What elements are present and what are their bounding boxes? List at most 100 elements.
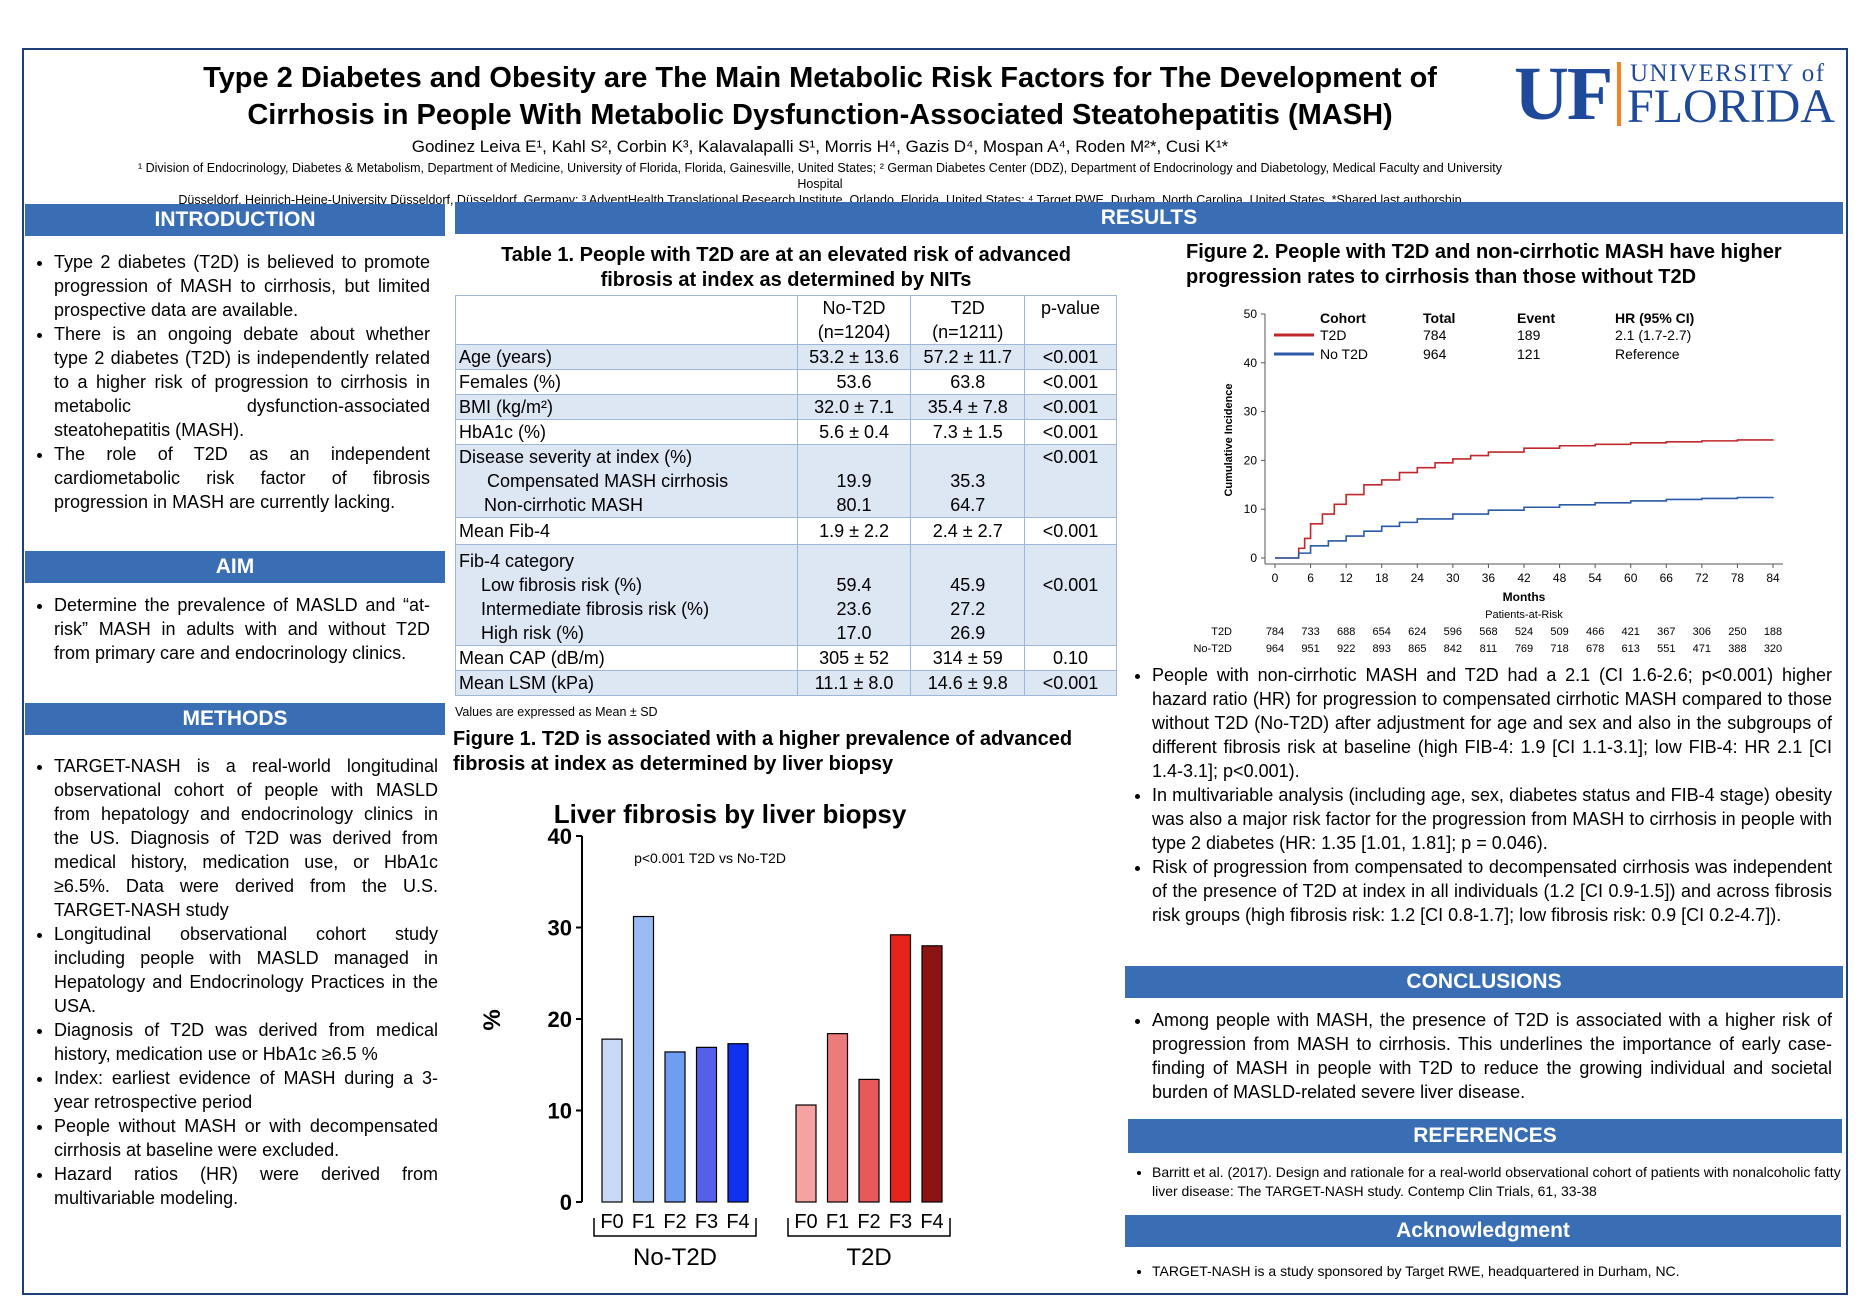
x-tick-label: 24 [1411,571,1425,585]
methods-section: TARGET-NASH is a real-world longitudinal… [28,754,438,1210]
conclusions-list: Among people with MASH, the presence of … [1126,1008,1832,1104]
risk-table-value: 624 [1408,626,1426,638]
y-tick-label: 30 [1244,405,1258,419]
risk-table-value: 524 [1515,626,1533,638]
reference-item: Barritt et al. (2017). Design and ration… [1152,1163,1844,1201]
table-row: BMI (kg/m²) 32.0 ± 7.1 35.4 ± 7.8 <0.001 [455,394,1117,420]
risk-table-value: 367 [1657,626,1675,638]
table-cell: 57.2 ± 11.7 [910,344,1026,370]
author-list: Godinez Leiva E¹, Kahl S², Corbin K³, Ka… [411,137,1229,156]
table-cell: 0.10 [1024,645,1117,671]
table-cell-label: Mean LSM (kPa) [455,670,798,696]
table-sub-label: Low fibrosis risk (%) [481,575,643,595]
risk-table-value: 596 [1444,626,1462,638]
legend-hr: Reference [1615,346,1680,362]
chart-title: Liver fibrosis by liver biopsy [554,799,907,829]
table-group-label: Disease severity at index (%) [459,447,693,467]
x-tick-label: F1 [632,1211,655,1233]
table-row: Fib-4 category Low fibrosis risk (%) Int… [455,544,1117,646]
table-cell: 2.4 ± 2.7 [910,517,1026,545]
risk-table-title: Patients-at-Risk [1485,609,1563,621]
risk-table-value: 811 [1480,643,1498,655]
methods-bullet: TARGET-NASH is a real-world longitudinal… [54,754,438,922]
legend-total: 964 [1423,346,1447,362]
x-tick-label: 54 [1588,571,1602,585]
table-value: 35.3 [950,471,986,491]
legend-total: 784 [1423,327,1447,343]
risk-table-row-label: T2D [1211,626,1232,638]
methods-bullet: People without MASH or with decompensate… [54,1114,438,1162]
risk-table-value: 718 [1550,643,1568,655]
x-tick-label: 66 [1660,571,1674,585]
x-tick-label: 30 [1446,571,1460,585]
table-cell: <0.001 [1024,344,1117,370]
table-cell: 14.6 ± 9.8 [910,670,1026,696]
figure2-km-chart: 0 10 20 30 40 50 0 6 12 18 24 30 36 42 48 54 60 66 72 78 84 M… [1193,307,1783,655]
x-axis-label: Months [1503,590,1546,604]
col-no-t2d-n: (n=1204) [817,322,891,342]
legend-cohort: T2D [1320,327,1346,343]
figure2-caption-line-1: Figure 2. People with T2D and non-cirrho… [1186,241,1782,263]
table1-footnote: Values are expressed as Mean ± SD [455,705,658,719]
figure1-caption-line-1: Figure 1. T2D is associated with a highe… [453,728,1073,750]
table-value: 59.4 [836,575,872,595]
logo-divider [1617,62,1621,126]
table-header-p-value: p-value [1024,295,1117,345]
bar-t2d-f1 [826,1033,849,1203]
risk-table-value: 865 [1408,643,1426,655]
table-cell: <0.001 [1024,670,1117,696]
table-cell: 11.1 ± 8.0 [796,670,912,696]
aim-list: Determine the prevalence of MASLD and “a… [28,593,430,665]
bar-t2d-f3 [889,934,912,1203]
references-heading: REFERENCES [1128,1119,1842,1153]
table-cell: 63.8 [910,369,1026,395]
series-line-no-t2d [1275,496,1774,559]
table-value: 64.7 [950,495,986,515]
table1: No-T2D (n=1204) T2D (n=1211) p-value Age (… [455,295,1117,696]
x-tick-label: F3 [889,1211,912,1233]
conclusions-section: Among people with MASH, the presence of … [1126,1008,1832,1104]
acknowledgment-list: TARGET-NASH is a study sponsored by Targ… [1126,1262,1832,1281]
table-cell-label: HbA1c (%) [455,419,798,445]
logo-university-text: UNIVERSITY of [1630,60,1826,87]
table-cell: 59.4 23.6 17.0 [796,544,912,646]
x-tick-label: F1 [826,1211,849,1233]
risk-table-value: 188 [1764,626,1782,638]
x-tick-label: 48 [1553,571,1567,585]
logo-florida-text: FLORIDA [1627,80,1836,133]
risk-table-value: 733 [1301,626,1319,638]
table-cell-label: Females (%) [455,369,798,395]
legend-header: Event [1517,310,1555,326]
risk-table-value: 551 [1657,643,1675,655]
table-row: Females (%) 53.6 63.8 <0.001 [455,369,1117,395]
bar-t2d-f4 [921,945,943,1203]
table-cell-label: Mean CAP (dB/m) [455,645,798,671]
table-value: 45.9 [950,575,986,595]
y-tick-label: 0 [560,1190,572,1215]
bar-no-t2d-f1 [632,915,655,1203]
risk-table-value: 388 [1728,643,1746,655]
table-cell: 7.3 ± 1.5 [910,419,1026,445]
introduction-bullet: There is an ongoing debate about whether… [54,322,430,442]
x-tick-label: 84 [1766,571,1780,585]
results-bullets: People with non-cirrhotic MASH and T2D h… [1126,663,1832,927]
risk-table-value: 320 [1764,643,1782,655]
introduction-section: Type 2 diabetes (T2D) is believed to pro… [28,250,430,514]
y-tick-label: 40 [548,824,572,849]
results-heading: RESULTS [455,202,1843,234]
col-t2d-label: T2D [950,298,985,318]
risk-table-value: 678 [1586,643,1604,655]
table-cell: 1.9 ± 2.2 [796,517,912,545]
y-axis-label: % [479,1009,506,1030]
legend-event: 121 [1517,346,1541,362]
x-tick-label: F0 [600,1211,623,1233]
methods-list: TARGET-NASH is a real-world longitudinal… [28,754,438,1210]
y-tick-label: 10 [1244,502,1258,516]
table-cell-label: Fib-4 category Low fibrosis risk (%) Int… [455,544,798,646]
chart-annotation: p<0.001 T2D vs No-T2D [634,850,786,866]
table-row: Mean CAP (dB/m) 305 ± 52 314 ± 59 0.10 [455,645,1117,671]
bar-t2d-f2 [858,1078,880,1203]
table-header-t2d: T2D (n=1211) [910,295,1026,345]
affiliations: ¹ Division of Endocrinology, Diabetes & … [120,160,1520,208]
introduction-heading: INTRODUCTION [25,204,445,236]
